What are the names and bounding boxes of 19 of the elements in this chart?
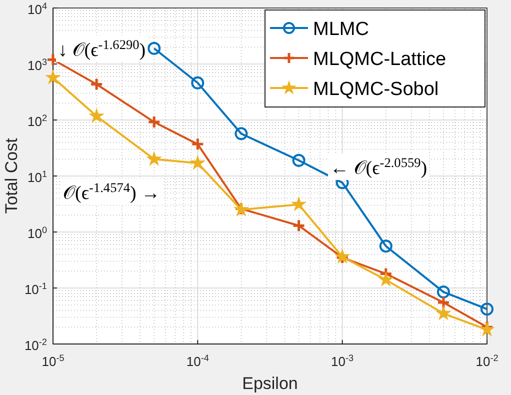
y-tick-label: 10$^{-2}$ [24, 336, 47, 353]
y-tick-label: 10$^{0}$ [27, 224, 47, 241]
y-tick-label: 10$^{1}$ [27, 168, 47, 185]
y-tick-label: 10$^{4}$ [27, 0, 47, 17]
legend-label: MLMC [313, 18, 369, 40]
x-tick-label: 10$^{-4}$ [186, 353, 209, 369]
legend-label: MLQMC-Sobol [313, 78, 439, 100]
legend-label: MLQMC-Lattice [313, 48, 446, 70]
y-tick-label: 10$^{-1}$ [24, 280, 47, 297]
x-tick-label: 10$^{-3}$ [331, 353, 354, 369]
y-axis-title: Total Cost [2, 138, 21, 214]
annotation: ↓ 𝒪(ϵ$^{-1.6290}$) [58, 36, 146, 61]
annotation: ← 𝒪(ϵ$^{-2.0559}$) [330, 154, 428, 179]
y-tick-label: 10$^{2}$ [27, 112, 47, 129]
annotation: 𝒪(ϵ$^{-1.4574}$) → [63, 180, 160, 204]
x-axis-title: Epsilon [242, 374, 298, 393]
x-tick-label: 10$^{-2}$ [476, 353, 498, 369]
x-tick-label: 10$^{-5}$ [42, 353, 64, 369]
y-tick-label: 10$^{3}$ [27, 56, 47, 73]
